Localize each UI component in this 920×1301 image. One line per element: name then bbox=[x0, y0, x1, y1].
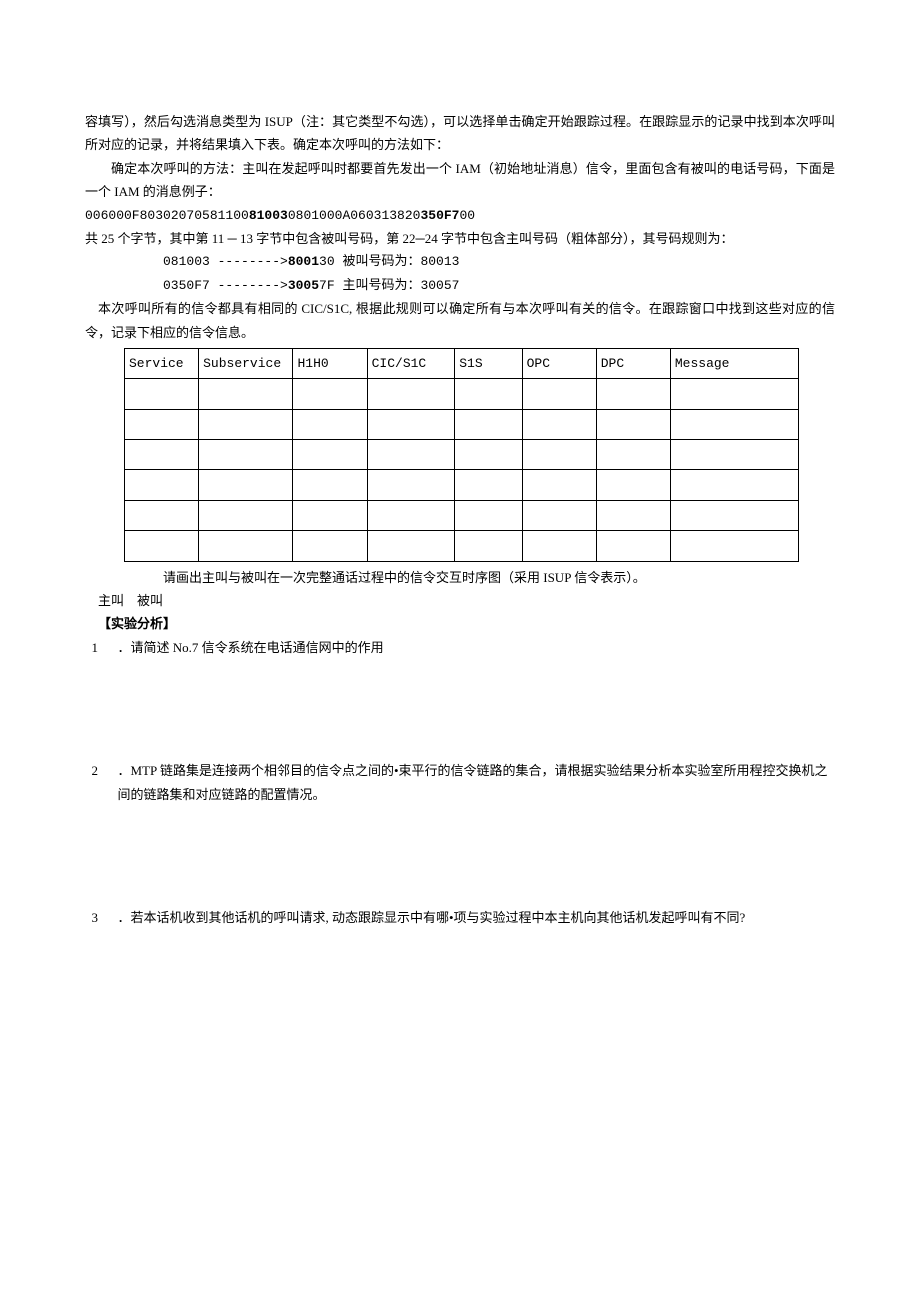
caller-callee: 主叫 被叫 bbox=[85, 589, 835, 612]
code1-left: 081003 --------> bbox=[163, 254, 288, 269]
code-line-1: 081003 -------->800130 被叫号码为：80013 bbox=[85, 250, 835, 273]
table-cell bbox=[293, 531, 367, 561]
table-cell bbox=[522, 500, 596, 530]
table-cell bbox=[670, 500, 798, 530]
hex-bold1: 81003 bbox=[249, 208, 288, 223]
table-cell bbox=[455, 409, 522, 439]
table-cell bbox=[596, 379, 670, 409]
table-header-cell: Subservice bbox=[199, 348, 293, 378]
table-header-cell: OPC bbox=[522, 348, 596, 378]
table-cell bbox=[670, 379, 798, 409]
table-cell bbox=[670, 470, 798, 500]
table-cell bbox=[670, 440, 798, 470]
table-row bbox=[125, 470, 799, 500]
table-header-cell: CIC/S1C bbox=[367, 348, 455, 378]
q1-num: 1 bbox=[85, 636, 118, 659]
table-cell bbox=[596, 500, 670, 530]
hex-bold2: 350F7 bbox=[420, 208, 459, 223]
q1-text: ．请简述 No.7 信令系统在电话通信网中的作用 bbox=[118, 636, 836, 659]
table-header-cell: DPC bbox=[596, 348, 670, 378]
table-cell bbox=[199, 440, 293, 470]
table-cell bbox=[670, 531, 798, 561]
table-cell bbox=[522, 379, 596, 409]
table-cell bbox=[293, 470, 367, 500]
table-cell bbox=[522, 440, 596, 470]
table-cell bbox=[293, 409, 367, 439]
table-cell bbox=[367, 379, 455, 409]
table-cell bbox=[293, 500, 367, 530]
table-row bbox=[125, 531, 799, 561]
table-cell bbox=[367, 500, 455, 530]
question-3: 3 ．若本话机收到其他话机的呼叫请求, 动态跟踪显示中有哪•项与实验过程中本主机… bbox=[85, 906, 835, 929]
paragraph-3: 共 25 个字节，其中第 11 ─ 13 字节中包含被叫号码，第 22─24 字… bbox=[85, 227, 835, 250]
table-cell bbox=[199, 500, 293, 530]
code2-bold: 3005 bbox=[288, 278, 319, 293]
table-cell bbox=[125, 531, 199, 561]
table-cell bbox=[125, 379, 199, 409]
q2-text: ．MTP 链路集是连接两个相邻目的信令点之间的•束平行的信令链路的集合，请根据实… bbox=[118, 759, 836, 806]
table-cell bbox=[670, 409, 798, 439]
hex-prefix: 006000F80302070581100 bbox=[85, 208, 249, 223]
table-cell bbox=[293, 379, 367, 409]
hex-mid: 0801000A060313820 bbox=[288, 208, 421, 223]
analysis-label: 【实验分析】 bbox=[85, 612, 835, 635]
table-cell bbox=[455, 500, 522, 530]
hex-string: 006000F80302070581100810030801000A060313… bbox=[85, 204, 835, 227]
table-cell bbox=[522, 531, 596, 561]
table-cell bbox=[596, 409, 670, 439]
table-cell bbox=[199, 379, 293, 409]
table-cell bbox=[125, 470, 199, 500]
table-cell bbox=[596, 470, 670, 500]
table-cell bbox=[367, 440, 455, 470]
q3-text: ．若本话机收到其他话机的呼叫请求, 动态跟踪显示中有哪•项与实验过程中本主机向其… bbox=[118, 906, 836, 929]
table-cell bbox=[596, 531, 670, 561]
table-header-cell: Service bbox=[125, 348, 199, 378]
code2-right: 7F 主叫号码为：30057 bbox=[319, 278, 459, 293]
table-row bbox=[125, 440, 799, 470]
table-cell bbox=[522, 409, 596, 439]
table-cell bbox=[125, 500, 199, 530]
question-2: 2 ．MTP 链路集是连接两个相邻目的信令点之间的•束平行的信令链路的集合，请根… bbox=[85, 759, 835, 806]
table-cell bbox=[293, 440, 367, 470]
table-cell bbox=[455, 379, 522, 409]
table-cell bbox=[367, 409, 455, 439]
code2-left: 0350F7 --------> bbox=[163, 278, 288, 293]
table-cell bbox=[522, 470, 596, 500]
table-cell bbox=[367, 531, 455, 561]
paragraph-2: 确定本次呼叫的方法：主叫在发起呼叫时都要首先发出一个 IAM（初始地址消息）信令… bbox=[85, 157, 835, 204]
paragraph-4: 本次呼叫所有的信令都具有相同的 CIC/S1C, 根据此规则可以确定所有与本次呼… bbox=[85, 297, 835, 344]
question-1: 1 ．请简述 No.7 信令系统在电话通信网中的作用 bbox=[85, 636, 835, 659]
table-row bbox=[125, 500, 799, 530]
table-header-cell: S1S bbox=[455, 348, 522, 378]
code1-right: 30 被叫号码为：80013 bbox=[319, 254, 459, 269]
table-cell bbox=[199, 409, 293, 439]
q3-num: 3 bbox=[85, 906, 118, 929]
table-cell bbox=[199, 531, 293, 561]
table-row bbox=[125, 409, 799, 439]
paragraph-1: 容填写），然后勾选消息类型为 ISUP（注：其它类型不勾选），可以选择单击确定开… bbox=[85, 110, 835, 157]
table-cell bbox=[455, 531, 522, 561]
table-header-row: ServiceSubserviceH1H0CIC/S1CS1SOPCDPCMes… bbox=[125, 348, 799, 378]
table-header-cell: Message bbox=[670, 348, 798, 378]
table-cell bbox=[455, 470, 522, 500]
table-body bbox=[125, 379, 799, 561]
table-cell bbox=[596, 440, 670, 470]
table-header-cell: H1H0 bbox=[293, 348, 367, 378]
table-cell bbox=[455, 440, 522, 470]
table-cell bbox=[125, 409, 199, 439]
hex-suffix: 00 bbox=[459, 208, 475, 223]
code-line-2: 0350F7 -------->30057F 主叫号码为：30057 bbox=[85, 274, 835, 297]
table-cell bbox=[125, 440, 199, 470]
paragraph-5: 请画出主叫与被叫在一次完整通话过程中的信令交互时序图（采用 ISUP 信令表示）… bbox=[85, 566, 835, 589]
table-cell bbox=[199, 470, 293, 500]
table-row bbox=[125, 379, 799, 409]
signal-table: ServiceSubserviceH1H0CIC/S1CS1SOPCDPCMes… bbox=[124, 348, 799, 562]
code1-bold: 8001 bbox=[288, 254, 319, 269]
table-cell bbox=[367, 470, 455, 500]
q2-num: 2 bbox=[85, 759, 118, 782]
